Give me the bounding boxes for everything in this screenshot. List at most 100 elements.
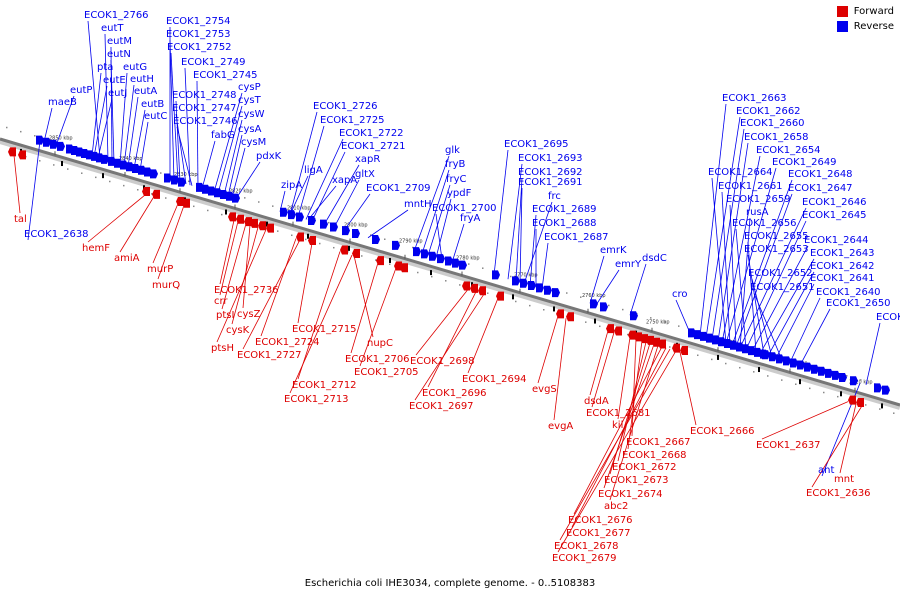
reverse-leader-line [343,193,371,231]
reverse-gene-label: fryC [446,174,467,185]
scale-marker [389,257,391,263]
reverse-leader-line [435,198,452,258]
reverse-gene-label: fabG [211,130,235,141]
forward-gene-label: kil [612,420,623,431]
reverse-gene-label: ECOK1_2651 [750,282,815,293]
reverse-gene-label: ECOK1_2639 [876,312,900,323]
reverse-gene-label: cro [672,289,688,300]
forward-leader-line [627,340,643,450]
forward-leader-line [839,403,857,474]
scale-dot [160,172,162,174]
reverse-gene-label: zipA [281,180,302,191]
forward-gene [556,309,564,319]
reverse-gene-label: ECOK1_2766 [84,10,149,21]
scale-dot [566,292,568,294]
scale-dot [370,234,372,236]
reverse-gene [783,356,791,366]
scale-dot [333,246,335,249]
forward-gene [634,332,642,342]
scale-dot [599,325,601,328]
reverse-gene-label: ECOK1_2642 [810,261,875,272]
scale-tick-label: 2810 kbp [287,206,311,212]
reverse-gene-label: ECOK1_2654 [756,145,821,156]
scale-dot [53,164,55,166]
scale-dot [137,189,139,191]
forward-gene [614,326,622,336]
forward-gene [142,186,150,196]
forward-leader-line [219,220,235,285]
forward-gene [606,324,614,334]
scale-dot [34,135,36,137]
forward-gene [848,395,856,405]
forward-gene [176,197,184,207]
forward-gene [236,214,244,224]
forward-gene [566,312,574,322]
reverse-leader-line [789,297,821,363]
forward-leader-line [219,221,239,296]
scale-dot [739,366,741,369]
forward-gene-label: ECOK1_2668 [622,450,687,461]
reverse-gene [492,270,500,280]
forward-leader-line [573,346,663,515]
reverse-leader-line [184,67,191,186]
reverse-gene [43,137,51,147]
reverse-leader-line [421,169,450,254]
forward-gene [652,337,660,347]
scale-dot [585,321,587,323]
reverse-leader-line [289,111,318,215]
forward-gene-label: ECOK1_2679 [552,553,617,564]
scale-dot [487,292,489,294]
forward-gene-label: ECOK1_2667 [626,437,691,448]
reverse-leader-line [711,128,745,340]
forward-gene-label: ECOK1_2706 [345,354,410,365]
reverse-gene [421,249,429,259]
scale-tick-label: 2780 kbp [456,256,480,262]
reverse-gene-label: ECOK1_2656 [732,218,797,229]
forward-leader-line [350,262,379,354]
forward-gene-label: dsdA [584,396,609,407]
forward-swatch [836,6,848,17]
reverse-gene [552,288,560,298]
forward-leader-line [617,337,631,420]
forward-gene [680,345,688,355]
forward-leader-line [152,203,179,264]
reverse-leader-line [747,241,757,353]
forward-gene-label: ECOK1_2724 [255,337,320,348]
reverse-gene [804,362,812,372]
scale-dot [767,375,769,377]
forward-leader-line [260,238,297,337]
reverse-gene-label: cysW [238,109,265,120]
reverse-gene-label: ECOK1_2646 [802,197,867,208]
scale-dot [697,354,699,357]
legend-reverse-label: Reverse [853,21,894,32]
scale-dot [510,275,512,278]
scale-dot [529,304,531,307]
reverse-gene-label: eutC [144,111,167,122]
forward-leader-line [414,293,485,401]
scale-marker [102,173,104,179]
forward-gene-label: mnt [834,474,854,485]
reverse-gene-label: ECOK1_2641 [810,273,875,284]
scale-marker [430,270,432,276]
scale-dot [482,267,484,269]
reverse-gene [769,352,777,362]
scale-marker [840,391,842,397]
reverse-leader-line [435,213,443,260]
forward-gene-label: evgA [548,421,573,432]
forward-gene-label: ECOK1_2681 [586,408,651,419]
scale-dot [753,371,755,373]
reverse-gene-label: ECOK1_2726 [313,101,378,112]
scale-dot [95,176,97,179]
reverse-gene-label: pta [97,62,113,73]
reverse-leader-line [231,147,246,198]
forward-leader-line [679,351,697,426]
scale-dot [543,309,545,311]
scale-marker [799,379,801,385]
reverse-gene [452,258,460,268]
reverse-leader-line [759,258,815,354]
reverse-gene-label: ECOK1_2655 [744,231,809,242]
forward-gene [478,286,486,296]
reverse-leader-line [235,161,261,199]
reverse-gene-label: emrK [600,245,627,256]
